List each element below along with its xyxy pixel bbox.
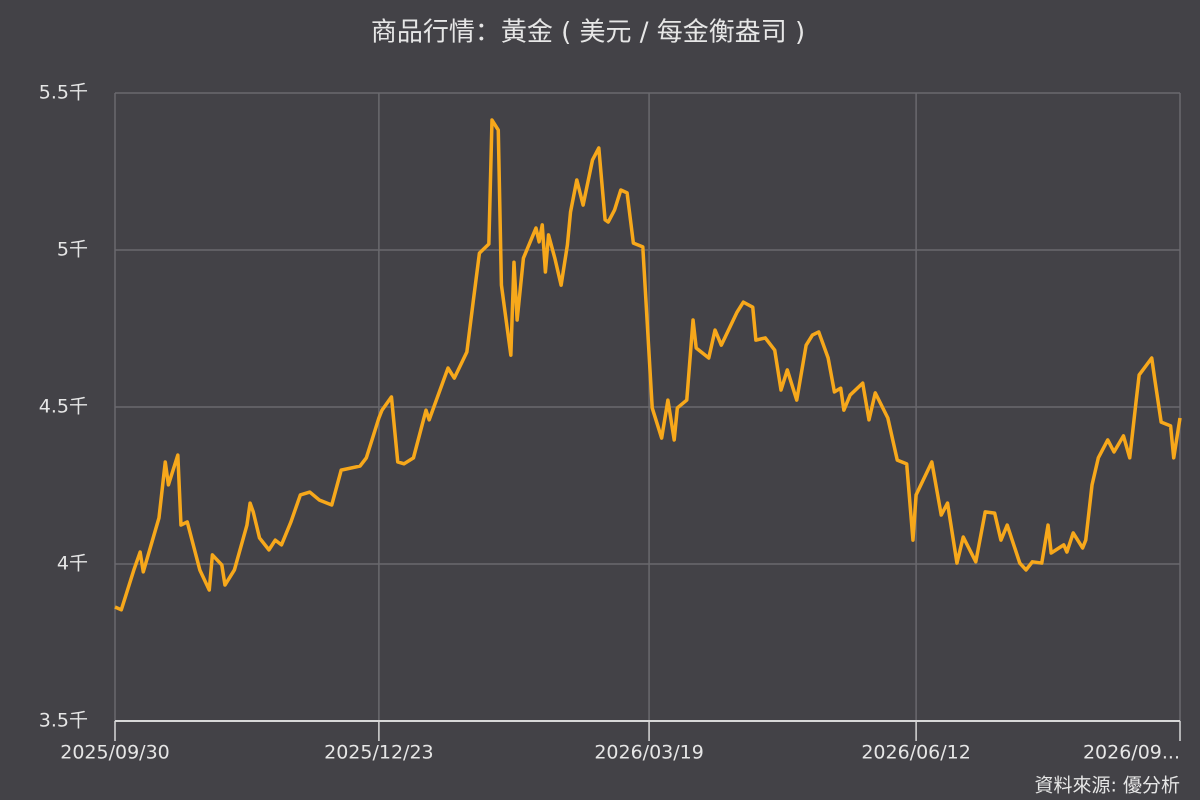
price-line: [114, 118, 1182, 612]
y-tick-label: 5.5千: [39, 82, 88, 104]
y-tick-label: 5千: [57, 239, 88, 261]
x-tick-label: 2026/06/12: [861, 742, 971, 764]
source-note: 資料來源: 優分析: [1035, 775, 1180, 797]
chart-title: 商品行情：黃金 ( 美元 / 每金衡盎司 ): [371, 18, 805, 48]
y-tick-label: 3.5千: [39, 710, 88, 732]
x-tick-label: 2026/09...: [1083, 742, 1180, 764]
x-tick-label: 2026/03/19: [594, 742, 704, 764]
y-tick-label: 4千: [57, 553, 88, 575]
y-tick-label: 4.5千: [39, 396, 88, 418]
x-tick-label: 2025/09/30: [60, 742, 170, 764]
x-tick-label: 2025/12/23: [324, 742, 434, 764]
